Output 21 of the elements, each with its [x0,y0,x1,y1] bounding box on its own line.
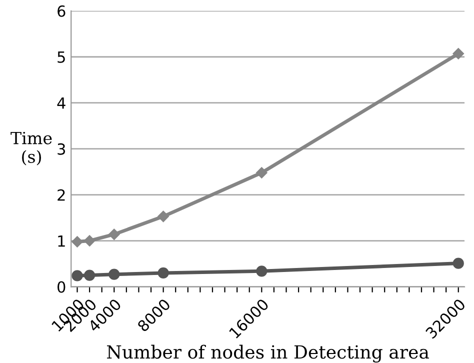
point [256,266,268,277]
point [108,228,120,240]
y-tick-label: 5 [58,52,65,63]
point [72,236,83,248]
point [84,270,96,281]
point [84,235,96,246]
y-tick-label: 2 [58,189,65,201]
y-tick-label: 4 [57,98,66,109]
point [256,167,268,178]
x-axis-title: Number of nodes in Detecting area [107,344,429,363]
y-tick-label: 3 [58,143,66,155]
point [72,270,83,282]
point [158,210,169,222]
point [452,258,464,269]
y-tick-label: 6 [58,5,66,17]
point [158,267,169,279]
point [108,268,120,280]
y-axis-title: Time (s) [10,132,52,166]
y-tick-label: 0 [58,281,66,293]
y-tick-label: 1 [58,235,65,247]
point [452,48,464,60]
